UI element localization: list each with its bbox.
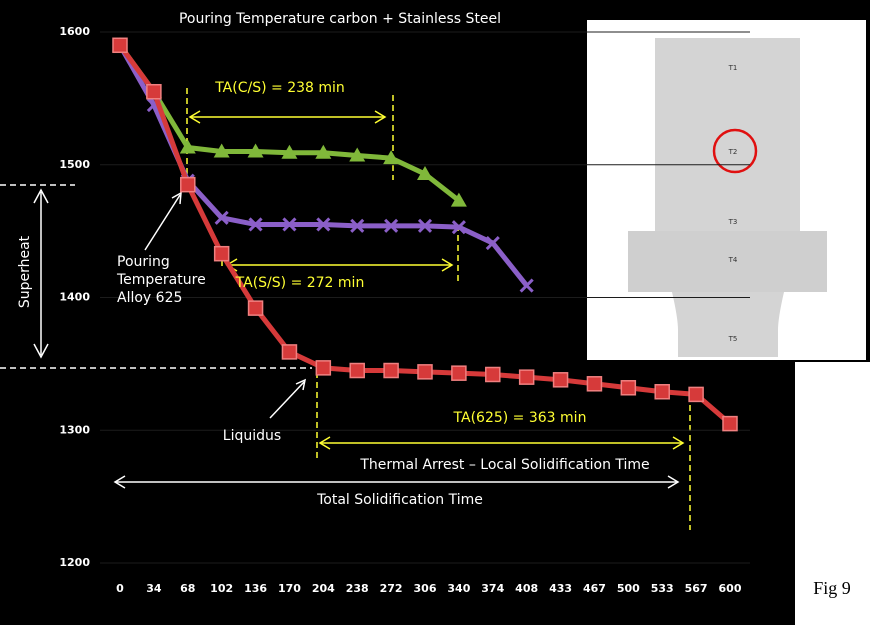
x-tick-label: 102 [210, 582, 233, 595]
x-tick-label: 238 [346, 582, 369, 595]
point [418, 365, 432, 379]
point [554, 373, 568, 387]
annotation: Temperature [116, 272, 206, 288]
figure: Pouring Temperature carbon + Stainless S… [0, 0, 891, 644]
x-tick-label: 340 [447, 582, 470, 595]
point [181, 178, 195, 192]
y-tick-label: 1400 [59, 291, 90, 304]
point [316, 361, 330, 375]
point [452, 366, 466, 380]
x-tick-label: 408 [515, 582, 538, 595]
annotation: TA(625) = 363 min [453, 410, 587, 426]
point [147, 85, 161, 99]
x-tick-label: 170 [278, 582, 301, 595]
x-tick-label: 600 [719, 582, 742, 595]
figure-label: Fig 9 [813, 578, 851, 598]
y-tick-label: 1200 [59, 556, 90, 569]
x-tick-label: 467 [583, 582, 606, 595]
point [655, 385, 669, 399]
inset [587, 20, 866, 360]
point [215, 247, 229, 261]
inset-label: T5 [728, 335, 738, 343]
annotation: Pouring [117, 254, 170, 270]
chart-title: Pouring Temperature carbon + Stainless S… [179, 11, 501, 27]
inset-label: T1 [728, 64, 738, 72]
point [486, 367, 500, 381]
annotation: Alloy 625 [117, 290, 182, 306]
y-tick-label: 1300 [59, 423, 90, 436]
inset-label: T3 [728, 218, 738, 226]
annotation: TA(S/S) = 272 min [235, 275, 365, 291]
point [621, 381, 635, 395]
point [384, 364, 398, 378]
point [689, 387, 703, 401]
x-tick-label: 68 [180, 582, 195, 595]
annotation: Liquidus [223, 428, 281, 444]
annotation: TA(C/S) = 238 min [214, 80, 345, 96]
inset-label: T2 [728, 148, 738, 156]
point [587, 377, 601, 391]
x-tick-label: 272 [380, 582, 403, 595]
point [723, 417, 737, 431]
annotation: Total Solidification Time [316, 492, 483, 508]
point [350, 364, 364, 378]
annotation: Thermal Arrest – Local Solidification Ti… [359, 457, 649, 473]
point [520, 370, 534, 384]
y-tick-label: 1500 [59, 158, 90, 171]
x-tick-label: 204 [312, 582, 335, 595]
x-tick-label: 533 [651, 582, 674, 595]
point [113, 38, 127, 52]
annotation: Superheat [17, 235, 33, 308]
inset-label: T4 [728, 256, 738, 264]
x-tick-label: 306 [414, 582, 437, 595]
x-tick-label: 0 [116, 582, 124, 595]
y-tick-label: 1600 [59, 25, 90, 38]
x-tick-label: 500 [617, 582, 640, 595]
x-tick-label: 433 [549, 582, 572, 595]
x-tick-label: 34 [146, 582, 162, 595]
x-tick-label: 136 [244, 582, 267, 595]
point [249, 301, 263, 315]
x-tick-label: 374 [481, 582, 504, 595]
x-tick-label: 567 [685, 582, 708, 595]
point [282, 345, 296, 359]
